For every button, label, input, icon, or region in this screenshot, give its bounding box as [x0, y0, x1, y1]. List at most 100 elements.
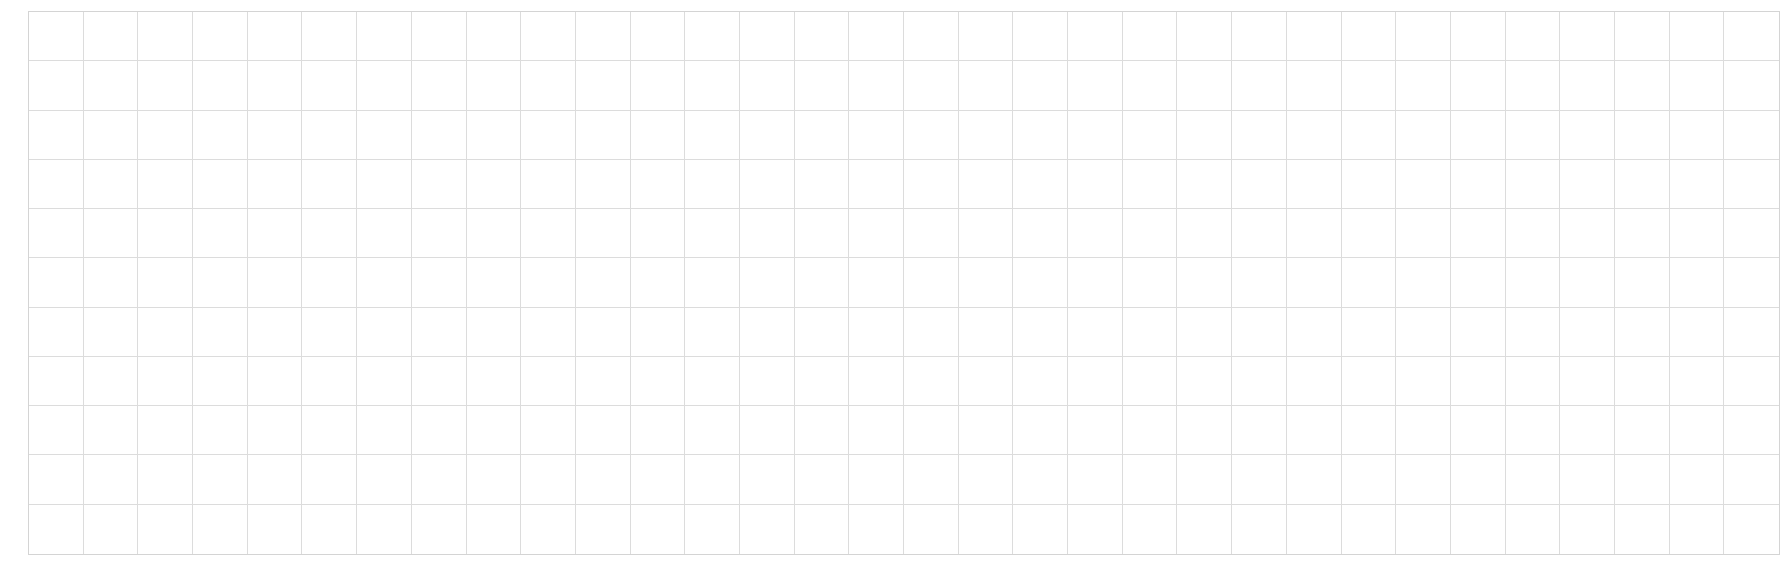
grid-cell — [138, 406, 194, 456]
grid-cell — [739, 356, 795, 407]
grid-cell — [1396, 307, 1451, 357]
grid-cell — [630, 61, 686, 111]
grid-cell — [1560, 110, 1615, 160]
grid-cell — [739, 159, 795, 210]
grid-cell — [466, 61, 522, 111]
grid-cell — [1068, 258, 1123, 308]
grid-cell — [1341, 61, 1397, 111]
grid-cell — [1560, 406, 1615, 456]
grid-cell — [302, 209, 358, 259]
grid-cell — [1614, 356, 1670, 407]
grid-cell — [1396, 455, 1451, 505]
grid-cell — [411, 209, 467, 259]
grid-cell — [1560, 356, 1615, 407]
grid-cell — [904, 504, 959, 554]
grid-cell — [1724, 61, 1779, 111]
grid-cell — [849, 455, 904, 505]
grid-cell — [302, 110, 358, 160]
grid-cell — [1232, 61, 1287, 111]
grid-cell — [83, 356, 139, 407]
grid-cell — [138, 110, 194, 160]
grid-cell — [138, 159, 194, 210]
grid-cell — [1505, 307, 1561, 357]
grid-cell — [1450, 356, 1506, 407]
grid-cell — [1341, 209, 1397, 259]
grid-cell — [739, 110, 795, 160]
grid-cell — [849, 258, 904, 308]
grid-cell — [1724, 356, 1779, 407]
grid-cell — [521, 110, 576, 160]
grid-cell — [1122, 307, 1178, 357]
grid-cell — [794, 504, 850, 554]
grid-cell — [1450, 61, 1506, 111]
grid-cell — [1122, 356, 1178, 407]
grid-cell — [466, 356, 522, 407]
grid-cell — [1068, 406, 1123, 456]
grid-cell — [1560, 504, 1615, 554]
grid-cell — [904, 209, 959, 259]
grid-cell — [138, 307, 194, 357]
grid-cell — [685, 61, 740, 111]
grid-cell — [1450, 209, 1506, 259]
grid-cell — [1286, 61, 1342, 111]
grid-cell — [1396, 258, 1451, 308]
grid-cell — [193, 504, 248, 554]
grid-cell — [83, 12, 139, 62]
grid-cell — [1669, 12, 1725, 62]
grid-cell — [521, 455, 576, 505]
grid-cell — [466, 110, 522, 160]
grid-cell — [521, 209, 576, 259]
grid-cell — [1341, 455, 1397, 505]
grid-cell — [247, 110, 303, 160]
grid-cell — [411, 406, 467, 456]
grid-cell — [1013, 61, 1069, 111]
grid-cell — [1232, 110, 1287, 160]
grid-cell — [411, 356, 467, 407]
grid-cell — [1505, 61, 1561, 111]
grid-cell — [247, 159, 303, 210]
grid-cell — [739, 406, 795, 456]
grid-cell — [1068, 159, 1123, 210]
grid-cell — [1341, 406, 1397, 456]
grid-cell — [1560, 12, 1615, 62]
grid-cell — [193, 61, 248, 111]
grid-cell — [958, 12, 1014, 62]
grid-cell — [411, 110, 467, 160]
grid-cell — [575, 307, 631, 357]
grid-cell — [1614, 307, 1670, 357]
grid-cell — [1286, 356, 1342, 407]
grid-cell — [685, 356, 740, 407]
grid-cell — [1505, 159, 1561, 210]
grid-cell — [1505, 110, 1561, 160]
grid-cell — [1396, 110, 1451, 160]
grid-cell — [466, 504, 522, 554]
grid-cell — [575, 455, 631, 505]
grid-cell — [1450, 455, 1506, 505]
grid-cell — [411, 455, 467, 505]
grid-cell — [1724, 110, 1779, 160]
grid-cell — [247, 61, 303, 111]
grid-cell — [302, 504, 358, 554]
grid-cell — [466, 209, 522, 259]
grid-cell — [138, 356, 194, 407]
grid-cell — [1614, 504, 1670, 554]
grid-cell — [685, 209, 740, 259]
grid-cell — [958, 455, 1014, 505]
grid-cell — [904, 455, 959, 505]
grid-cell — [794, 406, 850, 456]
grid-cell — [247, 504, 303, 554]
grid-cell — [685, 159, 740, 210]
grid-cell — [849, 12, 904, 62]
grid-cell — [794, 455, 850, 505]
grid-cell — [521, 159, 576, 210]
grid-cell — [849, 159, 904, 210]
grid-cell — [247, 406, 303, 456]
grid-cell — [521, 12, 576, 62]
grid-cell — [849, 356, 904, 407]
grid-cell — [1068, 110, 1123, 160]
grid-cell — [357, 406, 412, 456]
grid-cell — [1286, 307, 1342, 357]
grid-cell — [794, 209, 850, 259]
grid-cell — [630, 406, 686, 456]
grid-cell — [1122, 209, 1178, 259]
